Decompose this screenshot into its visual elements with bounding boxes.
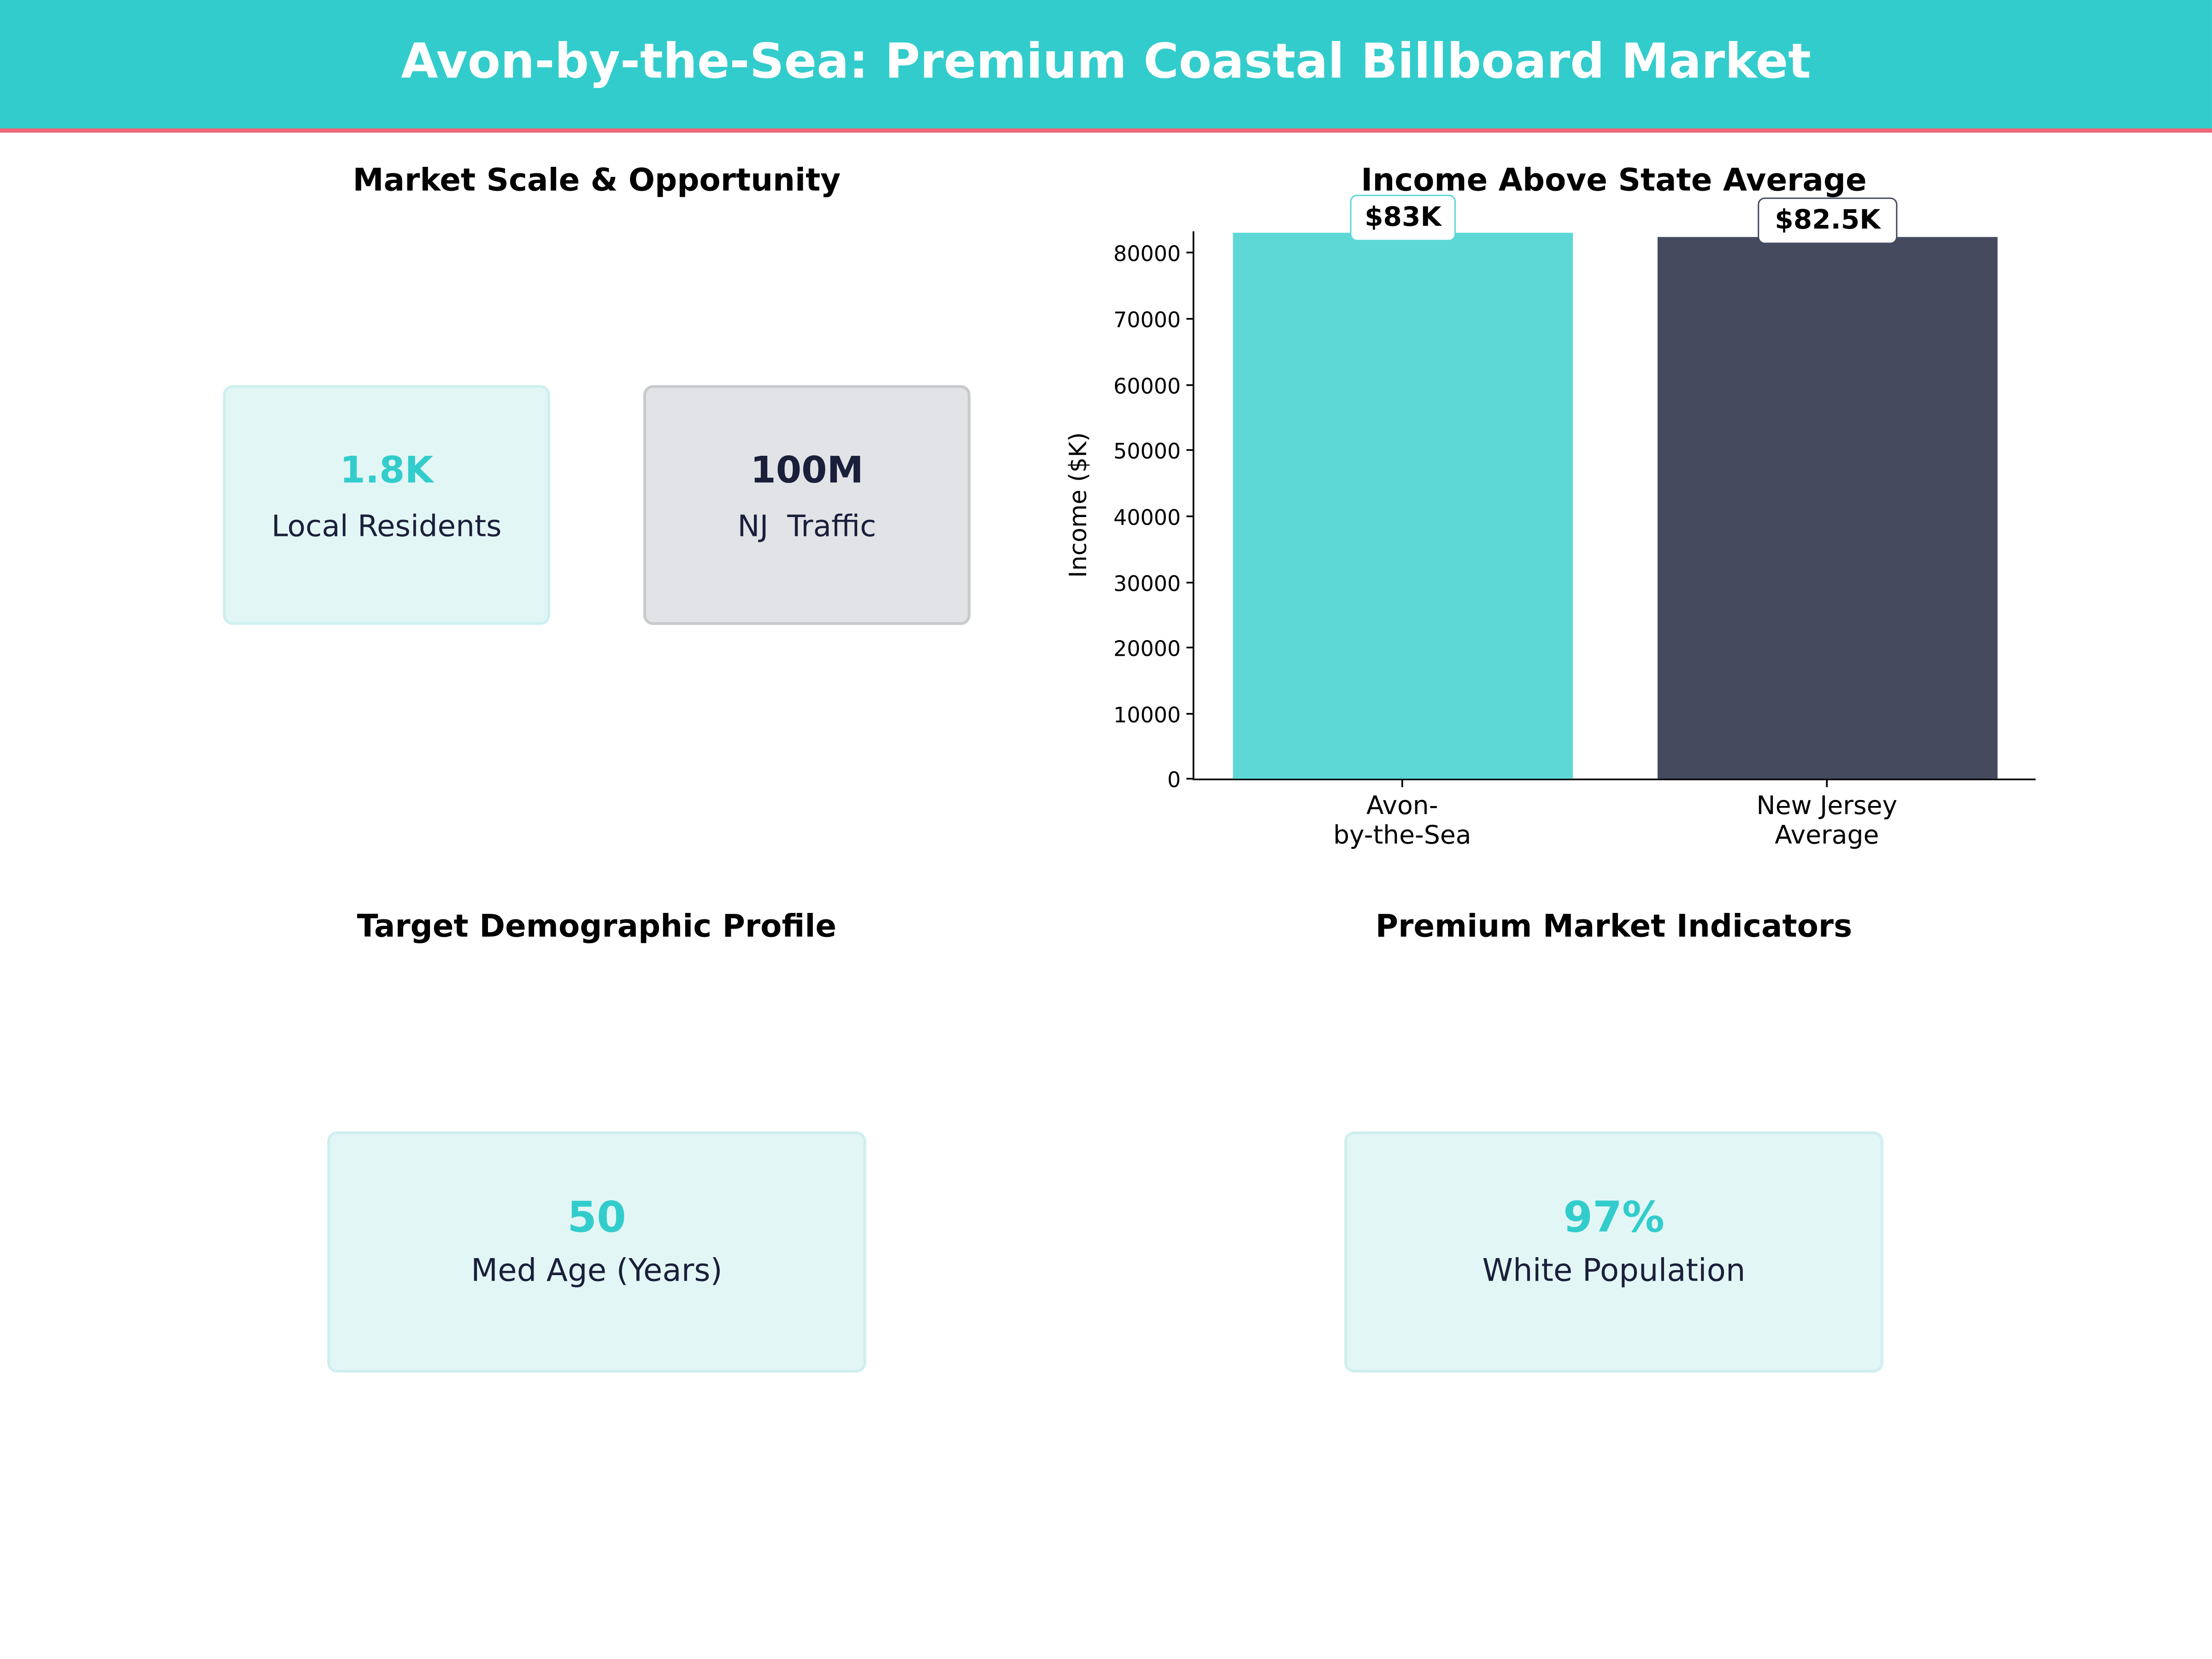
data-label-avon: $83K	[1350, 194, 1456, 241]
kpi-card-nj-traffic: 100M NJ Traffic	[643, 385, 971, 625]
bar-avon	[1233, 233, 1573, 779]
header-banner: Avon-by-the-Sea: Premium Coastal Billboa…	[0, 0, 2212, 133]
y-tick: 60000	[1113, 374, 1181, 400]
kpi-value: 1.8K	[340, 450, 434, 493]
kpi-card-local-residents: 1.8K Local Residents	[223, 385, 550, 625]
x-tick-line2: Average	[1775, 821, 1879, 851]
x-tick-line2: by-the-Sea	[1333, 821, 1471, 851]
kpi-label: White Population	[1482, 1254, 1746, 1289]
y-tick: 40000	[1113, 505, 1181, 531]
kpi-value: 97%	[1563, 1193, 1665, 1243]
kpi-card-white-population: 97% White Population	[1344, 1131, 1883, 1373]
income-chart-title: Income Above State Average	[1361, 164, 1867, 199]
premium-title: Premium Market Indicators	[1375, 910, 1853, 946]
y-tick: 20000	[1113, 636, 1181, 662]
kpi-label: Med Age (Years)	[471, 1254, 723, 1289]
x-tick-line1: Avon-	[1366, 791, 1438, 821]
kpi-card-median-age: 50 Med Age (Years)	[327, 1131, 866, 1373]
demographic-title: Target Demographic Profile	[357, 910, 837, 946]
y-axis-label: Income ($K)	[1065, 432, 1094, 578]
bar-nj-average	[1657, 237, 1998, 779]
kpi-label: NJ Traffic	[737, 509, 877, 543]
y-tick: 50000	[1113, 439, 1181, 465]
y-tick: 0	[1167, 767, 1181, 793]
kpi-label: Local Residents	[271, 509, 502, 543]
page-title: Avon-by-the-Sea: Premium Coastal Billboa…	[400, 34, 1811, 90]
kpi-value: 100M	[750, 450, 864, 493]
market-scale-title: Market Scale & Opportunity	[353, 164, 841, 199]
data-label-nj: $82.5K	[1758, 197, 1898, 244]
kpi-value: 50	[567, 1193, 626, 1243]
x-tick-line1: New Jersey	[1756, 791, 1898, 821]
y-tick: 30000	[1113, 571, 1181, 597]
x-tick-avon: Avon- by-the-Sea	[1261, 791, 1543, 851]
y-tick: 70000	[1113, 307, 1181, 333]
x-tick-nj: New Jersey Average	[1686, 791, 1968, 851]
y-tick: 10000	[1113, 702, 1181, 728]
y-tick: 80000	[1113, 241, 1181, 267]
